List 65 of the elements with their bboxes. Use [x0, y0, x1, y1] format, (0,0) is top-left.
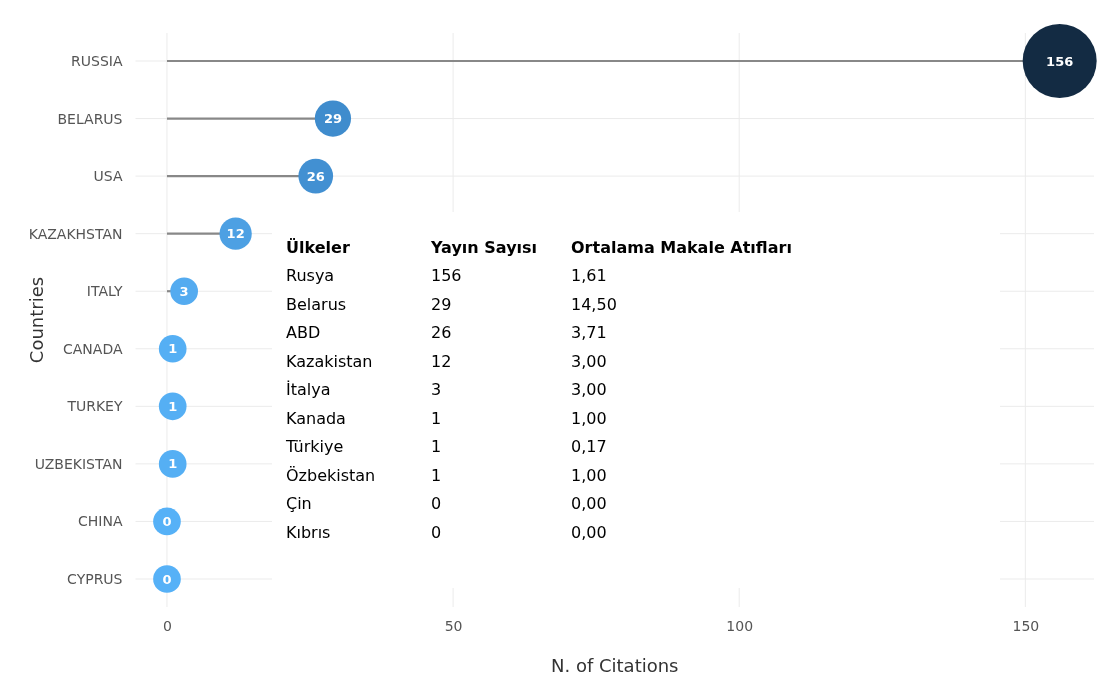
y-tick-label: USA [93, 168, 123, 185]
text: Belarus [286, 294, 347, 314]
y-tick-label: TURKEY [66, 398, 123, 415]
text: 0 [431, 494, 442, 513]
text: 1,00 [571, 408, 607, 428]
x-tick-label: 100 [726, 617, 754, 634]
text: 3,00 [571, 380, 607, 399]
text: 0,00 [571, 494, 607, 513]
point [153, 565, 181, 593]
data-label: 29 [323, 111, 342, 127]
text: Çin [286, 494, 312, 513]
x-tick-label: 0 [163, 617, 172, 634]
text: ABD [286, 323, 321, 342]
point [158, 334, 187, 363]
text: 0,17 [571, 437, 607, 456]
text: 29 [431, 294, 452, 314]
text: 156 [431, 266, 462, 285]
point [170, 277, 198, 306]
point [158, 392, 187, 421]
y-tick-label: KAZAKHSTAN [28, 225, 123, 242]
text: Türkiye [286, 437, 344, 456]
y-tick-label: UZBEKISTAN [34, 455, 123, 472]
text: 0 [431, 522, 442, 542]
text: 26 [431, 323, 452, 342]
text: 3,71 [571, 323, 607, 342]
point [158, 450, 187, 478]
data-label: 1 [168, 456, 178, 472]
text: 12 [431, 351, 452, 371]
data-label: 3 [179, 283, 189, 299]
category-label: Ülkeler [286, 238, 350, 257]
y-axis-title: Countries [26, 276, 47, 364]
text: 0,00 [571, 522, 607, 542]
point [153, 507, 181, 536]
category-label: Ortalama Makale Atıfları [571, 238, 792, 257]
x-axis-title: N. of Citations [551, 655, 679, 676]
y-tick-label: CANADA [62, 340, 123, 357]
text: İtalya [286, 380, 331, 399]
text: 3 [431, 380, 442, 399]
data-label: 156 [1046, 53, 1074, 69]
text: 1,00 [571, 465, 607, 485]
data-label: 0 [162, 513, 172, 529]
data-label: 0 [162, 571, 172, 587]
text: 1,61 [571, 266, 607, 285]
text: 1 [431, 465, 442, 485]
data-label: 26 [306, 168, 325, 184]
y-tick-label: ITALY [86, 283, 123, 300]
text: Rusya [286, 266, 335, 285]
text: Özbekistan [286, 465, 376, 485]
text: 1 [431, 408, 442, 428]
text: 14,50 [571, 294, 617, 314]
y-tick-label: RUSSIA [71, 52, 123, 69]
text: Kazakistan [286, 351, 373, 371]
data-label: 12 [226, 226, 245, 242]
y-tick-label: CHINA [78, 513, 123, 530]
text: 3,00 [571, 351, 607, 371]
data-label: 1 [168, 398, 178, 414]
text: Kıbrıs [286, 522, 331, 542]
x-tick-label: 150 [1012, 617, 1040, 634]
x-tick-label: 50 [444, 617, 463, 634]
category-label: Yayın Sayısı [430, 238, 538, 257]
text: 1 [431, 437, 442, 456]
text: Kanada [286, 408, 346, 428]
y-tick-label: BELARUS [57, 110, 123, 127]
y-tick-label: CYPRUS [67, 570, 123, 587]
data-label: 1 [168, 341, 178, 357]
